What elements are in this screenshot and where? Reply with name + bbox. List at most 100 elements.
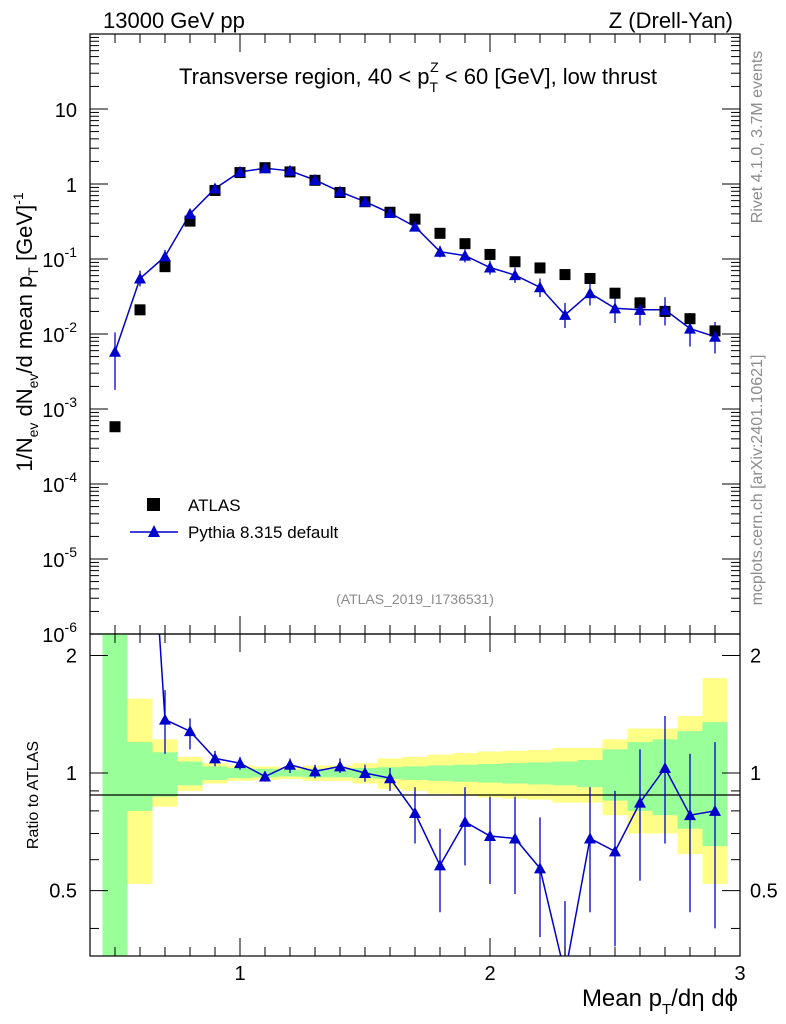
ratio-point	[684, 809, 696, 821]
y-tick-label-main: 10-1	[42, 244, 77, 272]
ratio-band-inner	[327, 768, 353, 778]
x-tick-label: 3	[734, 963, 745, 985]
atlas-data-point	[609, 287, 621, 299]
legend-data-marker	[147, 498, 160, 511]
y-tick-label-ratio-right: 1	[750, 763, 761, 785]
ratio-point	[609, 845, 621, 857]
ratio-series	[158, 634, 721, 956]
ratio-point	[709, 804, 721, 816]
atlas-data-point	[409, 213, 421, 225]
mcplots-label: mcplots.cern.ch [arXiv:2401.10621]	[749, 355, 766, 606]
ratio-band-inner	[202, 766, 228, 780]
mc-point	[184, 207, 196, 219]
atlas-data-point	[184, 215, 196, 227]
mc-point	[359, 195, 371, 207]
rivet-label: Rivet 4.1.0, 3.7M events	[749, 51, 766, 224]
mc-point	[634, 303, 646, 315]
legend-data-label: ATLAS	[188, 496, 241, 515]
ratio-point	[459, 815, 471, 827]
ratio-panel: 2 2 1 1 0.5 0.5 1 2 3	[49, 633, 778, 985]
mc-point	[534, 281, 546, 293]
ratio-point	[409, 807, 421, 819]
analysis-id: (ATLAS_2019_I1736531)	[336, 591, 494, 607]
mc-point	[409, 220, 421, 232]
mc-point	[259, 162, 271, 174]
ratio-point	[309, 765, 321, 777]
ratio-point	[484, 829, 496, 841]
ratio-point	[234, 757, 246, 769]
mc-point	[234, 165, 246, 177]
mc-point	[309, 174, 321, 186]
mc-line	[114, 167, 716, 352]
y-tick-label-main: 10-2	[42, 319, 77, 347]
plot-title: Transverse region, 40 < pTZ < 60 [GeV], …	[179, 59, 657, 95]
y-tick-label-ratio-right: 0.5	[750, 881, 778, 903]
mc-point	[334, 185, 346, 197]
mc-point	[109, 345, 121, 357]
y-tick-label-main: 10-6	[42, 619, 77, 647]
ratio-band-inner	[227, 768, 253, 779]
ratio-point	[434, 859, 446, 871]
y-tick-label-main: 10-5	[42, 544, 77, 572]
ratio-point	[384, 772, 396, 784]
y-tick-label-main: 10	[55, 100, 77, 122]
ratio-band-inner	[127, 742, 153, 811]
mc-point	[484, 261, 496, 273]
atlas-data-point	[109, 421, 121, 433]
legend-mc-label: Pythia 8.315 default	[188, 523, 339, 542]
ratio-band-inner	[402, 766, 428, 780]
header-energy: 13000 GeV pp	[103, 8, 245, 33]
ratio-band-inner	[577, 759, 603, 788]
y-axis-label-ratio: Ratio to ATLAS	[25, 741, 42, 849]
x-axis-label: Mean pT/dη dϕ	[582, 985, 738, 1018]
y-tick-label-ratio: 0.5	[49, 881, 77, 903]
x-tick-label: 1	[234, 963, 245, 985]
atlas-data-point	[159, 261, 171, 273]
atlas-data-point	[434, 227, 446, 239]
mc-point	[559, 308, 571, 320]
mc-point	[659, 303, 671, 315]
y-tick-label-main: 10-3	[42, 394, 77, 422]
y-axis-label-main: 1/Nev dNev/d mean pT [GeV]-1	[10, 192, 41, 472]
atlas-data-point	[584, 272, 596, 284]
y-tick-label-main: 1	[66, 175, 77, 197]
mc-point	[709, 330, 721, 342]
ratio-point	[659, 762, 671, 774]
y-tick-label-main: 10-4	[42, 469, 77, 497]
atlas-data-point	[634, 297, 646, 309]
mc-point	[434, 245, 446, 257]
mc-point	[284, 164, 296, 176]
mc-point	[684, 322, 696, 334]
ratio-point	[584, 832, 596, 844]
ratio-point	[284, 758, 296, 770]
ratio-band-inner	[527, 762, 553, 785]
ratio-point	[634, 796, 646, 808]
ratio-band-inner	[502, 763, 528, 784]
main-frame	[89, 33, 741, 635]
atlas-data-point	[134, 304, 146, 316]
x-tick-label: 2	[484, 963, 495, 985]
ratio-point	[359, 767, 371, 779]
ratio-point	[534, 862, 546, 874]
mc-point	[209, 182, 221, 194]
atlas-data-point	[559, 269, 571, 281]
ratio-band-inner	[552, 761, 578, 786]
y-tick-label-ratio: 1	[66, 763, 77, 785]
atlas-data-point	[459, 238, 471, 250]
main-panel: 10 1 10-1 10-2 10-3 10-4 10-5 10-6 Transverse r…	[42, 33, 741, 647]
ratio-band-inner	[477, 763, 503, 783]
mc-point	[134, 272, 146, 284]
legend-mc-marker	[148, 525, 160, 537]
ratio-band-inner	[152, 752, 178, 797]
mc-point	[384, 207, 396, 219]
mc-point	[159, 250, 171, 262]
atlas-data-point	[684, 313, 696, 325]
ratio-point	[209, 752, 221, 764]
ratio-band-inner	[452, 764, 478, 782]
atlas-data-point	[484, 248, 496, 260]
mc-point	[584, 287, 596, 299]
atlas-data-point	[509, 256, 521, 268]
ratio-band-inner	[277, 769, 303, 777]
y-tick-label-ratio-right: 2	[750, 645, 761, 667]
